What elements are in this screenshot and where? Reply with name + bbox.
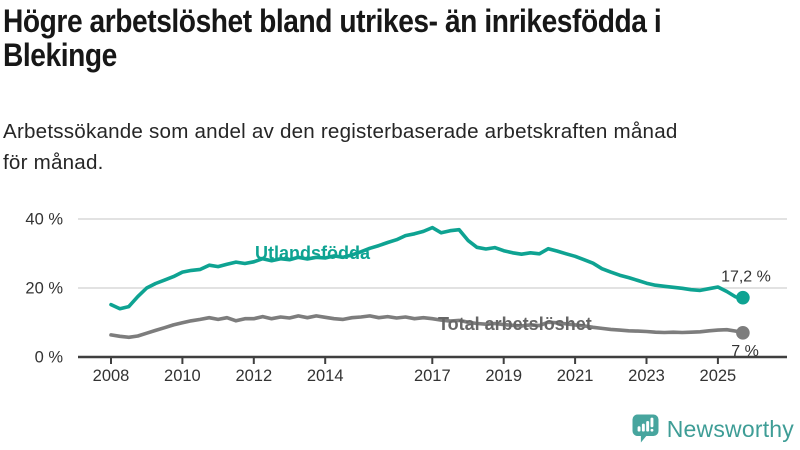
series-label: Total arbetslöshet xyxy=(438,314,592,334)
x-axis-tick-label: 2023 xyxy=(628,367,665,385)
y-axis-tick-label: 40 % xyxy=(25,211,63,229)
x-axis-tick-label: 2010 xyxy=(164,367,201,385)
series-end-value-label: 7 % xyxy=(731,343,759,360)
x-axis-tick-label: 2008 xyxy=(93,367,130,385)
line-chart: 0 % 20 % 40 % 2008 2010 2012 2014 2017 2019 2021 2… xyxy=(25,211,787,385)
page-title-line-1: Högre arbetslöshet bland utrikes- än inr… xyxy=(3,3,662,39)
series-line-total xyxy=(109,314,745,340)
chart-subtitle-line-2: för månad. xyxy=(3,152,104,174)
series-end-value-label: 17,2 % xyxy=(721,269,771,286)
series-label: Utlandsfödda xyxy=(255,243,371,263)
y-axis-tick-label: 0 % xyxy=(35,349,64,367)
x-axis-tick-label: 2025 xyxy=(700,367,737,385)
newsworthy-logo[interactable]: Newsworthy xyxy=(631,413,794,445)
newsworthy-wordmark: Newsworthy xyxy=(666,415,794,442)
series-line-utlandsfodda xyxy=(109,225,745,311)
series-end-dot xyxy=(736,326,750,340)
x-axis-tick-label: 2012 xyxy=(235,367,272,385)
x-axis-tick-label: 2017 xyxy=(414,367,451,385)
x-axis-tick-label: 2014 xyxy=(307,367,344,385)
y-axis-tick-label: 20 % xyxy=(25,280,63,298)
x-axis-tick-label: 2021 xyxy=(557,367,594,385)
chart-subtitle-line-1: Arbetssökande som andel av den registerb… xyxy=(3,121,678,143)
chart-subtitle: Arbetssökande som andel av den registerb… xyxy=(3,117,793,179)
x-axis-tick-label: 2019 xyxy=(485,367,522,385)
page-title: Högre arbetslöshet bland utrikes- än inr… xyxy=(3,4,800,72)
page-title-line-2: Blekinge xyxy=(3,37,117,73)
bar-chart-speech-bubble-icon xyxy=(632,414,659,443)
series-end-dot xyxy=(736,290,750,305)
